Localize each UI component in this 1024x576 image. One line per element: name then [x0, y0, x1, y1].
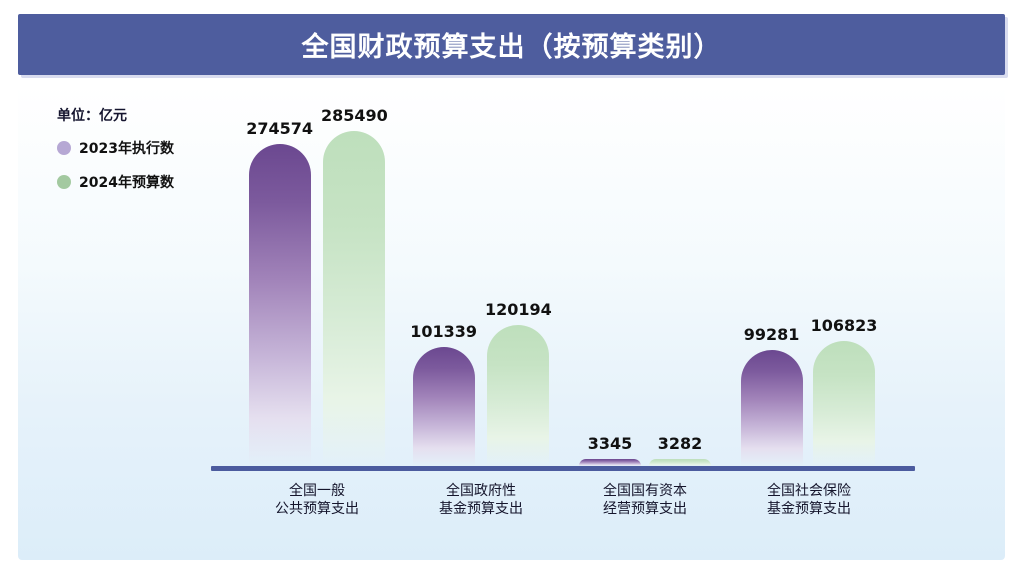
bar-wrap: 120194	[485, 300, 552, 466]
bar-2024	[487, 325, 550, 466]
bars-row: 3345 3282	[579, 434, 711, 466]
bar-value-label: 106823	[810, 316, 878, 335]
bar-wrap: 106823	[810, 316, 878, 466]
unit-label: 单位：亿元	[57, 108, 127, 124]
legend-label-2023: 2023年执行数	[79, 141, 174, 157]
category-label-line: 基金预算支出	[439, 501, 523, 517]
bars-row: 99281 106823	[740, 316, 878, 466]
bar-2023	[248, 144, 311, 466]
category-label: 全国国有资本 经营预算支出	[563, 482, 727, 518]
bar-wrap: 285490	[321, 106, 388, 466]
category-label-line: 经营预算支出	[603, 501, 687, 517]
bars-row: 274574 285490	[246, 106, 388, 466]
bar-value-label: 99281	[743, 325, 800, 344]
page-title: 全国财政预算支出（按预算类别）	[301, 32, 722, 63]
category-label: 全国政府性基金预算支出	[399, 482, 563, 518]
bar-2024	[812, 341, 875, 466]
legend-item-2024: 2024年预算数	[57, 172, 174, 192]
legend-item-2023: 2023年执行数	[57, 138, 174, 158]
bar-group: 274574 285490	[235, 106, 399, 466]
bar-value-label: 101339	[410, 322, 477, 341]
bar-2023	[579, 459, 641, 466]
legend-dot-2023-icon	[57, 141, 71, 155]
bar-2024	[323, 131, 386, 466]
legend: 2023年执行数 2024年预算数	[57, 138, 174, 192]
category-label: 全国社会保险 基金预算支出	[727, 482, 891, 518]
category-labels: 全国一般 公共预算支出 全国政府性 基金预算支出 全国国有资本 经营预算支出 全国社会保险基…	[211, 482, 915, 518]
bars-row: 101339 120194	[410, 300, 552, 466]
legend-label-2024: 2024年预算数	[79, 175, 174, 191]
title-bar: 全国财政预算支出（按预算类别）	[18, 14, 1005, 75]
category-label-line: 全国国有资本	[603, 483, 687, 499]
bar-2024	[649, 459, 711, 466]
x-axis-line	[211, 466, 915, 471]
bar-wrap: 274574	[246, 119, 313, 466]
bar-value-label: 274574	[246, 119, 313, 138]
legend-dot-2024-icon	[57, 175, 71, 189]
bar-group: 3345 3282	[563, 434, 727, 466]
category-label: 全国一般公共预算支出	[235, 482, 399, 518]
category-label-line: 基金预算支出	[767, 501, 851, 517]
bar-value-label: 3282	[657, 434, 703, 453]
bar-groups: 274574 285490 101339 120194 3345 3282 99281 106…	[211, 85, 915, 466]
bar-2023	[740, 350, 803, 466]
bar-group: 99281 106823	[727, 316, 891, 466]
bar-group: 101339 120194	[399, 300, 563, 466]
category-label-line: 公共预算支出	[275, 501, 359, 517]
bar-wrap: 99281	[740, 325, 803, 466]
chart-card: 单位：亿元 2023年执行数 2024年预算数 274574 285490 1013…	[18, 85, 1005, 560]
category-label-line: 全国一般	[289, 483, 345, 499]
bar-wrap: 101339	[410, 322, 477, 466]
bar-value-label: 120194	[485, 300, 552, 319]
bar-value-label: 3345	[587, 434, 633, 453]
bar-wrap: 3345	[579, 434, 641, 466]
bar-2023	[412, 347, 475, 466]
category-label-line: 全国政府性	[446, 483, 516, 499]
category-label-line: 全国社会保险	[767, 483, 851, 499]
bar-wrap: 3282	[649, 434, 711, 466]
bar-value-label: 285490	[321, 106, 388, 125]
